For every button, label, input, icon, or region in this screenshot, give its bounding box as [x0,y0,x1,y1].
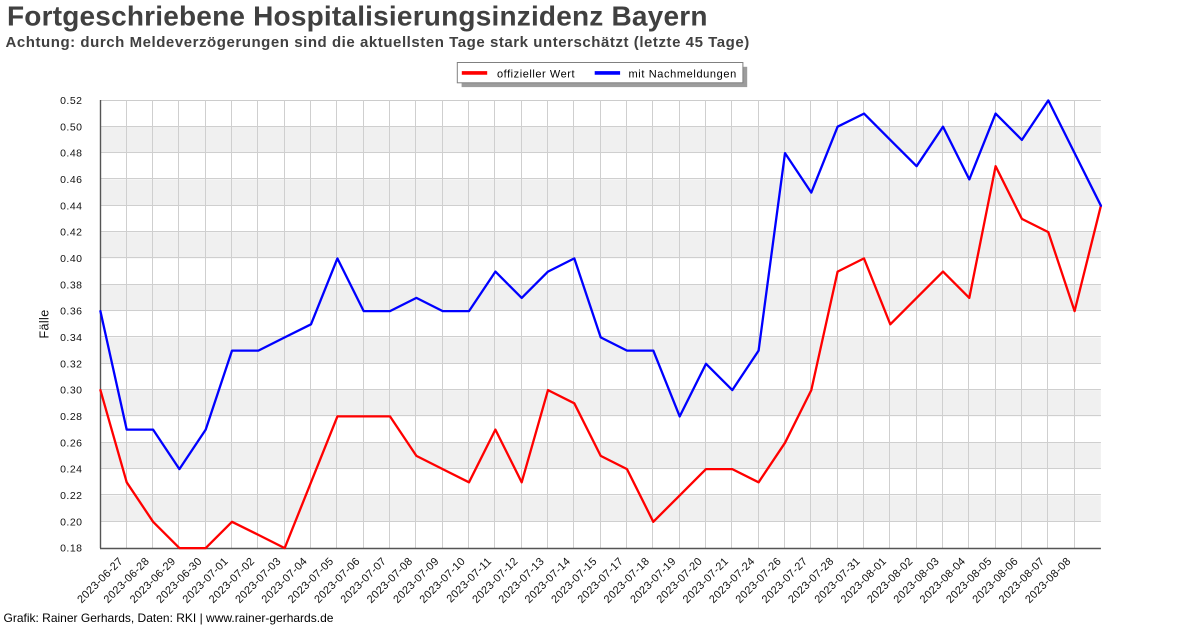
svg-text:mit Nachmeldungen: mit Nachmeldungen [629,69,737,81]
svg-text:0.34: 0.34 [60,332,82,344]
svg-text:0.36: 0.36 [60,306,82,318]
svg-text:0.40: 0.40 [60,253,82,265]
svg-text:Achtung: durch Meldeverzögerun: Achtung: durch Meldeverzögerungen sind d… [6,34,750,51]
svg-text:0.20: 0.20 [60,516,82,528]
svg-text:0.50: 0.50 [60,121,82,133]
svg-text:Fälle: Fälle [38,309,52,338]
svg-text:0.30: 0.30 [60,385,82,397]
svg-text:0.18: 0.18 [60,543,82,555]
svg-text:0.42: 0.42 [60,227,82,239]
svg-text:0.44: 0.44 [60,200,82,212]
svg-text:0.52: 0.52 [60,95,82,107]
svg-text:0.32: 0.32 [60,358,82,370]
svg-text:0.46: 0.46 [60,174,82,186]
svg-text:offizieller Wert: offizieller Wert [497,69,575,81]
svg-text:Grafik: Rainer Gerhards, Daten: Grafik: Rainer Gerhards, Daten: RKI | ww… [4,611,334,625]
svg-text:Fortgeschriebene Hospitalisier: Fortgeschriebene Hospitalisierungsinzide… [7,1,708,32]
svg-text:0.28: 0.28 [60,411,82,423]
svg-text:0.38: 0.38 [60,279,82,291]
svg-text:0.26: 0.26 [60,437,82,449]
svg-text:0.48: 0.48 [60,148,82,160]
svg-text:0.24: 0.24 [60,464,82,476]
svg-text:0.22: 0.22 [60,490,82,502]
